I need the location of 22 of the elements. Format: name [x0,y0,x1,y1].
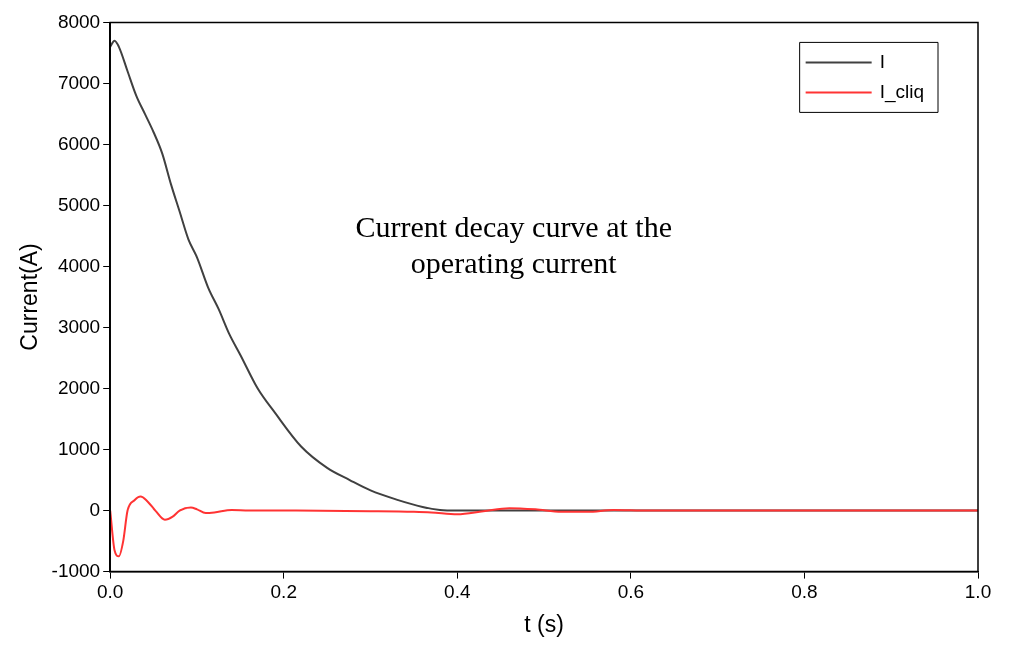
y-tick-label: 8000 [57,10,101,32]
y-tick-label: 0 [89,498,101,520]
annotation: Current decay curve at the operating current [355,209,672,279]
y-tick-label: 4000 [57,254,101,276]
y-tick-label: 6000 [57,132,101,154]
y-tick-label: -1000 [51,559,101,581]
x-tick-label: 0.4 [444,581,471,603]
y-tick-label: 3000 [57,315,101,337]
legend-label: I_cliq [879,80,924,103]
x-axis-title: t (s) [524,610,564,637]
y-tick-label: 5000 [57,193,101,215]
x-tick-label: 1.0 [964,581,992,603]
x-tick-label: 0.2 [270,581,297,603]
y-tick-label: 2000 [57,376,101,398]
x-tick-label: 0.6 [617,581,645,603]
y-tick-label: 1000 [57,437,101,459]
y-tick-label: 7000 [57,71,101,93]
x-tick-label: 0.0 [96,581,124,603]
x-tick-label: 0.8 [791,581,818,603]
legend-label: I [879,50,885,72]
line-series [110,495,978,558]
y-axis-title: Current(A) [16,243,43,351]
